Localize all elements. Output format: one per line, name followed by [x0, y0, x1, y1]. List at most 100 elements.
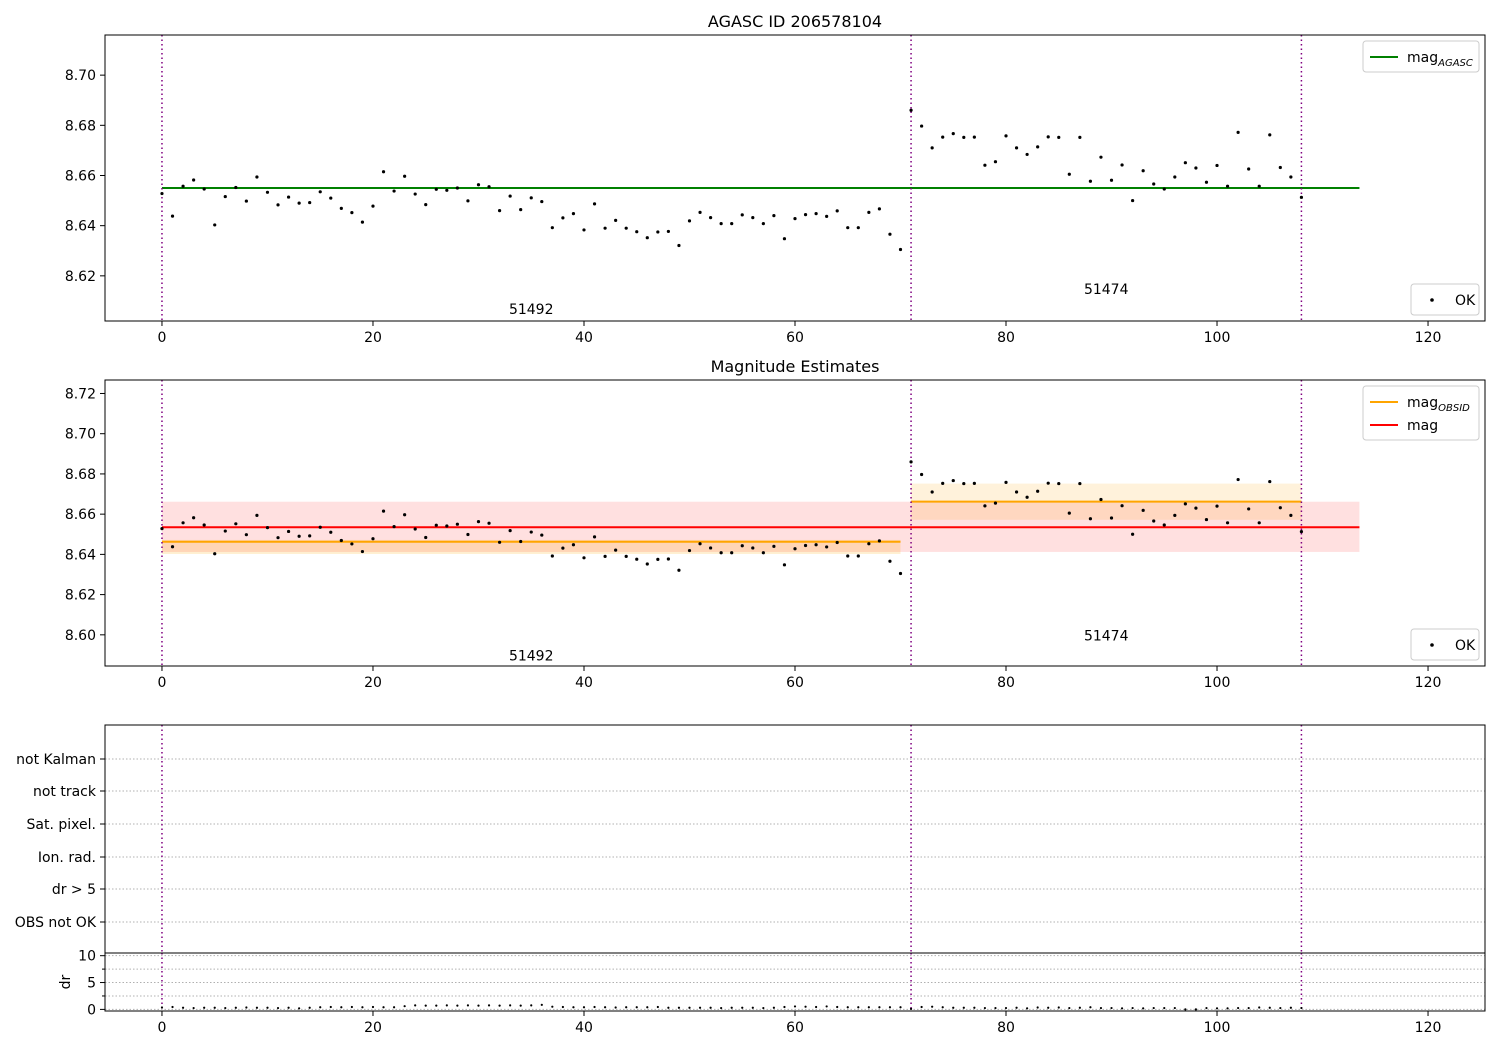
data-point: [1131, 1006, 1134, 1010]
data-point: [867, 1006, 870, 1009]
panel-title: Magnitude Estimates: [711, 357, 880, 376]
data-point: [519, 1004, 522, 1007]
data-point: [213, 223, 217, 227]
y-tick-label: 8.62: [65, 588, 96, 604]
data-point: [1068, 1006, 1071, 1010]
data-point: [708, 546, 713, 550]
data-point: [529, 530, 533, 534]
data-point: [318, 525, 322, 529]
data-point: [1131, 198, 1135, 203]
data-point: [381, 170, 386, 174]
flag-category-label: OBS not OK: [15, 915, 97, 931]
data-point: [1109, 516, 1114, 520]
data-point: [170, 214, 175, 218]
legend-label-subscript: AGASC: [1437, 58, 1473, 69]
data-point: [213, 552, 217, 556]
data-point: [1057, 481, 1061, 486]
data-point: [846, 554, 850, 558]
data-point: [550, 554, 554, 558]
data-point: [455, 522, 459, 526]
data-point: [1184, 1008, 1187, 1011]
data-point: [645, 562, 649, 566]
data-point: [266, 1006, 269, 1009]
data-point: [413, 192, 417, 196]
data-point: [878, 1006, 881, 1009]
axes-background: [105, 725, 1485, 953]
legend-label: magOBSID: [1407, 395, 1470, 414]
data-point: [160, 191, 164, 196]
data-point: [487, 1004, 491, 1007]
y-tick-label: 8.66: [65, 168, 96, 184]
data-point: [213, 1006, 216, 1009]
data-point: [603, 226, 607, 230]
data-point: [308, 534, 312, 538]
data-point: [962, 1006, 965, 1009]
data-point: [1014, 490, 1019, 494]
data-point: [392, 1006, 396, 1009]
data-point: [1088, 179, 1093, 183]
data-point: [181, 184, 185, 188]
data-point: [582, 556, 586, 560]
data-point: [424, 535, 428, 540]
data-point: [561, 1005, 564, 1009]
data-point: [181, 521, 185, 525]
data-point: [972, 135, 976, 139]
data-point: [340, 1006, 343, 1009]
y-tick-label: 8.68: [65, 118, 96, 134]
data-point: [1278, 506, 1282, 510]
data-point: [730, 551, 734, 555]
data-point: [497, 540, 502, 544]
data-point: [592, 202, 597, 206]
data-point: [1089, 1006, 1092, 1009]
data-point: [677, 568, 681, 572]
data-point: [951, 478, 955, 483]
data-point: [1194, 166, 1198, 170]
data-point: [244, 199, 248, 203]
data-point: [1173, 1006, 1176, 1010]
data-point: [519, 539, 523, 544]
data-point: [1078, 481, 1082, 486]
data-point: [371, 537, 375, 541]
legend-label-subscript: OBSID: [1438, 403, 1470, 414]
data-point: [835, 540, 839, 545]
data-point: [888, 1006, 892, 1009]
data-point: [1120, 1007, 1124, 1010]
data-point: [920, 1005, 923, 1009]
data-point: [1289, 513, 1293, 517]
data-point: [1036, 1006, 1039, 1009]
data-point: [1047, 1006, 1050, 1009]
data-point: [308, 200, 312, 205]
x-tick-label: 20: [364, 1020, 382, 1036]
legend-box: [1362, 385, 1480, 441]
data-point: [603, 1006, 607, 1009]
data-point: [930, 490, 934, 494]
data-point: [529, 196, 533, 200]
obsid-label: 51474: [1084, 628, 1129, 644]
data-point: [202, 523, 206, 527]
data-point: [360, 220, 365, 224]
data-point: [508, 529, 512, 533]
data-point: [1205, 1006, 1208, 1010]
data-point: [814, 212, 818, 216]
data-point: [1204, 517, 1209, 522]
data-point: [1078, 135, 1082, 139]
data-point: [614, 218, 618, 222]
data-point: [993, 501, 998, 505]
data-point: [877, 539, 882, 543]
data-point: [740, 213, 744, 217]
data-point: [519, 208, 523, 212]
x-tick-label: 100: [1204, 330, 1231, 346]
data-point: [666, 557, 670, 561]
data-point: [740, 544, 744, 548]
data-point: [1278, 165, 1282, 170]
data-point: [645, 236, 649, 240]
data-point: [276, 1006, 280, 1010]
dr-axis-label: dr: [58, 974, 74, 989]
data-point: [582, 228, 586, 232]
data-point: [318, 190, 322, 194]
data-point: [571, 212, 576, 216]
data-point: [498, 1004, 501, 1007]
data-point: [856, 554, 860, 558]
